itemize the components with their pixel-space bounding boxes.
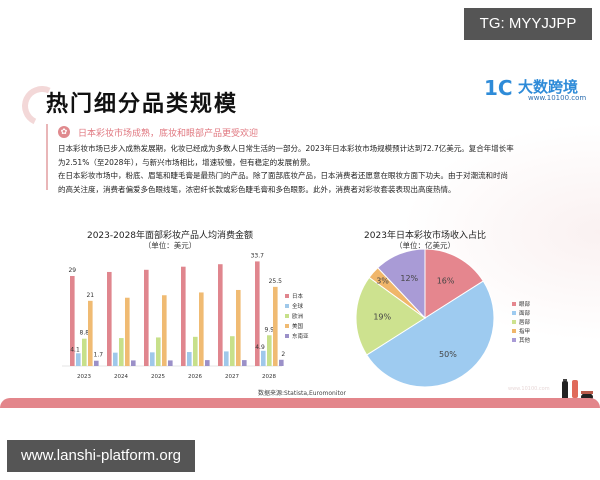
bar-chart: 29 4.1 8.8 21 1.7 2023 2024 2025 2026 2027 33.7 4.9…: [62, 252, 309, 380]
bar-全球-2025: [150, 352, 155, 366]
svg-text:全球: 全球: [292, 302, 304, 310]
bar-东南亚-2025: [168, 360, 173, 366]
watermark-url: www.lanshi-platform.org: [7, 440, 195, 472]
panel-header: ✿ 日本彩妆市场成熟，底妆和眼部产品更受欢迎: [58, 124, 578, 140]
bar-日本-2024: [107, 271, 112, 366]
bar-chart-subtitle: （单位：美元）: [143, 241, 197, 250]
bar-欧洲-2024: [119, 338, 124, 366]
bar-全球-2026: [187, 352, 192, 366]
bar-日本-2028: [255, 261, 260, 366]
panel-body: 日本彩妆市场已步入成熟发展期，化妆已经成为多数人日常生活的一部分。2023年日本…: [58, 142, 578, 196]
panel-heading: 日本彩妆市场成熟，底妆和眼部产品更受欢迎: [78, 128, 259, 139]
svg-text:3%: 3%: [376, 277, 389, 286]
svg-text:2024: 2024: [114, 374, 128, 380]
svg-text:12%: 12%: [400, 274, 418, 283]
svg-text:33.7: 33.7: [251, 252, 265, 259]
svg-text:29: 29: [68, 267, 76, 274]
summary-panel: ✿ 日本彩妆市场成熟，底妆和眼部产品更受欢迎 日本彩妆市场已步入成熟发展期，化妆…: [46, 124, 578, 194]
svg-text:25.5: 25.5: [269, 278, 283, 285]
bar-欧洲-2028: [267, 335, 272, 366]
svg-text:2023: 2023: [77, 374, 91, 380]
bar-美国-2028: [273, 286, 278, 366]
bar-东南亚-2027: [242, 360, 247, 366]
bar-东南亚-2028: [279, 359, 284, 366]
panel-line: 为2.51%（至2028年），与新兴市场相比，增速较慢，但有稳定的发展前景。: [58, 157, 315, 167]
svg-text:2: 2: [281, 351, 285, 358]
svg-text:9.9: 9.9: [265, 326, 275, 333]
svg-text:唇部: 唇部: [519, 318, 531, 326]
pie-chart-title: 2023年日本彩妆市场收入占比: [364, 231, 486, 241]
svg-text:1.7: 1.7: [94, 352, 104, 359]
footer-url: www.10100.com: [508, 386, 550, 392]
slide: 热门细分品类规模 1C 大数跨境 www.10100.com ✿ 日本彩妆市场成…: [0, 62, 600, 408]
data-source: 数据来源:Statista,Euromonitor: [258, 390, 347, 397]
charts-canvas: 29 4.1 8.8 21 1.7 2023 2024 2025 2026 2027 33.7 4.9…: [62, 248, 531, 388]
panel-line: 日本彩妆市场已步入成熟发展期，化妆已经成为多数人日常生活的一部分。2023年日本…: [58, 144, 514, 153]
svg-text:东南亚: 东南亚: [292, 332, 309, 340]
logo-name: 大数跨境: [518, 78, 579, 96]
svg-text:8.8: 8.8: [80, 330, 90, 337]
svg-text:2025: 2025: [151, 374, 165, 380]
svg-text:指甲: 指甲: [519, 327, 530, 335]
bar-欧洲-2023: [82, 338, 87, 366]
svg-text:2027: 2027: [225, 374, 239, 380]
panel-line: 的高关注度，消费者偏爱多色眼线笔，浓密纤长款或彩色睫毛膏和多色眼影。此外，消费者…: [58, 184, 456, 194]
svg-text:50%: 50%: [439, 350, 457, 359]
page-title: 热门细分品类规模: [46, 92, 239, 117]
pie-slice-其他: [377, 248, 426, 320]
bar-美国-2026: [199, 292, 204, 366]
bar-全球-2028: [261, 350, 266, 366]
bar-chart-title: 2023-2028年面部彩妆产品人均消费金额: [86, 231, 254, 241]
svg-text:4.1: 4.1: [70, 346, 80, 353]
svg-text:2026: 2026: [188, 374, 202, 380]
svg-text:欧洲: 欧洲: [292, 312, 304, 320]
svg-text:2028: 2028: [262, 374, 276, 380]
panel-line: 在日本彩妆市场中，粉底、眉笔和睫毛膏是最热门的产品。除了面部底妆产品，日本消费者…: [58, 171, 508, 180]
bar-日本-2027: [218, 264, 223, 366]
bar-美国-2027: [236, 289, 241, 366]
bar-东南亚-2023: [94, 360, 99, 366]
pie-slice-面部: [366, 280, 495, 388]
brand-logo[interactable]: 1C 大数跨境 www.10100.com: [484, 74, 587, 106]
pie-slice-眼部: [424, 248, 484, 319]
bar-全球-2027: [224, 351, 229, 366]
bar-欧洲-2025: [156, 337, 161, 366]
svg-text:其他: 其他: [519, 336, 531, 344]
bar-美国-2024: [125, 297, 130, 366]
lipstick-badge-icon: ✿: [58, 126, 70, 138]
svg-text:19%: 19%: [373, 313, 391, 322]
pie-slice-唇部: [355, 276, 426, 356]
bar-东南亚-2024: [131, 360, 136, 366]
logo-mark-icon: 1C: [484, 76, 513, 100]
bar-美国-2023: [88, 300, 93, 366]
svg-text:4.9: 4.9: [255, 344, 265, 351]
svg-text:16%: 16%: [437, 277, 455, 286]
svg-text:面部: 面部: [519, 309, 531, 317]
footer-band: [0, 398, 600, 408]
watermark-tg: TG: MYYJJPP: [464, 8, 592, 40]
bar-东南亚-2026: [205, 360, 210, 366]
svg-text:日本: 日本: [292, 292, 304, 300]
logo-url: www.10100.com: [528, 94, 587, 102]
bar-美国-2025: [162, 295, 167, 366]
bar-日本-2023: [70, 276, 75, 366]
bar-欧洲-2027: [230, 336, 235, 366]
svg-text:美国: 美国: [292, 322, 304, 330]
bar-全球-2024: [113, 352, 118, 366]
svg-text:21: 21: [86, 292, 94, 299]
bar-欧洲-2026: [193, 336, 198, 366]
bar-全球-2023: [76, 353, 81, 366]
svg-text:眼部: 眼部: [519, 300, 531, 308]
pie-chart-subtitle: （单位：亿美元）: [395, 241, 455, 250]
bar-日本-2025: [144, 269, 149, 366]
bar-日本-2026: [181, 266, 186, 366]
